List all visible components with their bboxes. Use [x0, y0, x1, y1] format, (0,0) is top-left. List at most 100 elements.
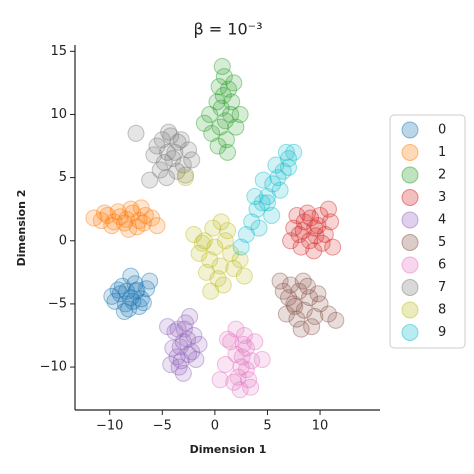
point: [113, 277, 131, 295]
point: [282, 232, 300, 250]
point: [174, 333, 192, 351]
point: [122, 200, 140, 218]
point: [176, 166, 194, 184]
point: [92, 212, 110, 230]
point: [134, 294, 152, 312]
point: [179, 330, 197, 348]
point: [122, 267, 140, 285]
point: [298, 204, 316, 222]
point: [301, 232, 319, 250]
point: [130, 297, 148, 315]
point: [322, 213, 340, 231]
point: [274, 162, 292, 180]
point: [127, 124, 145, 142]
point: [269, 169, 287, 187]
point: [237, 339, 255, 357]
point: [220, 80, 238, 98]
point: [227, 320, 245, 338]
point: [183, 151, 201, 169]
point: [174, 364, 192, 382]
point: [99, 207, 117, 225]
point: [324, 238, 342, 256]
point: [211, 257, 229, 275]
point: [246, 333, 264, 351]
point: [274, 282, 292, 300]
point: [127, 282, 145, 300]
point: [267, 156, 285, 174]
point: [115, 302, 133, 320]
point: [206, 238, 224, 256]
point: [223, 93, 241, 111]
point: [95, 204, 113, 222]
point: [169, 133, 187, 151]
point: [122, 289, 140, 307]
legend-marker: [401, 189, 419, 206]
point: [286, 297, 304, 315]
point: [201, 105, 219, 123]
point: [180, 345, 198, 363]
point: [216, 356, 234, 374]
point: [128, 218, 146, 236]
point: [197, 263, 215, 281]
legend-marker: [401, 234, 419, 251]
point: [190, 244, 208, 262]
point: [222, 105, 240, 123]
point: [162, 127, 180, 145]
point: [171, 338, 189, 356]
point: [168, 348, 186, 366]
y-tick-label: 15: [50, 44, 67, 59]
point: [219, 143, 236, 161]
point: [158, 169, 175, 187]
point: [309, 285, 327, 303]
legend-marker: [401, 324, 419, 341]
point: [277, 305, 295, 323]
y-axis-title: Dimension 2: [15, 190, 28, 267]
point: [212, 213, 230, 231]
point: [258, 194, 276, 212]
point: [212, 99, 230, 117]
legend-marker: [401, 211, 419, 229]
point: [115, 214, 133, 232]
point: [271, 181, 289, 199]
legend-marker: [401, 279, 419, 296]
point: [253, 350, 271, 368]
legend-label: 9: [438, 325, 446, 340]
legend-marker: [401, 256, 419, 274]
point: [282, 276, 300, 294]
point: [214, 87, 232, 105]
point: [185, 225, 203, 243]
point: [159, 318, 177, 336]
legend-marker: [401, 301, 419, 319]
point: [258, 188, 276, 206]
point: [306, 219, 324, 237]
point: [253, 194, 271, 212]
point: [234, 335, 252, 353]
point: [290, 225, 308, 243]
point: [181, 308, 199, 326]
x-axis-title: Dimension 1: [190, 443, 267, 456]
point: [185, 326, 203, 344]
point: [201, 251, 219, 269]
y-tick-label: −5: [48, 296, 67, 311]
point: [285, 143, 303, 161]
point: [216, 112, 234, 130]
point: [141, 272, 159, 290]
point: [138, 280, 156, 298]
point: [120, 220, 138, 238]
point: [124, 204, 142, 222]
legend-label: 6: [438, 258, 446, 273]
point: [243, 352, 261, 370]
point: [190, 335, 208, 353]
point: [116, 295, 134, 313]
point: [309, 217, 327, 235]
point: [169, 320, 187, 338]
point: [143, 209, 161, 227]
point: [294, 272, 312, 290]
point: [280, 159, 297, 177]
point: [175, 320, 193, 338]
point: [277, 143, 295, 161]
point: [229, 368, 247, 386]
point: [215, 68, 233, 86]
point: [219, 330, 236, 348]
